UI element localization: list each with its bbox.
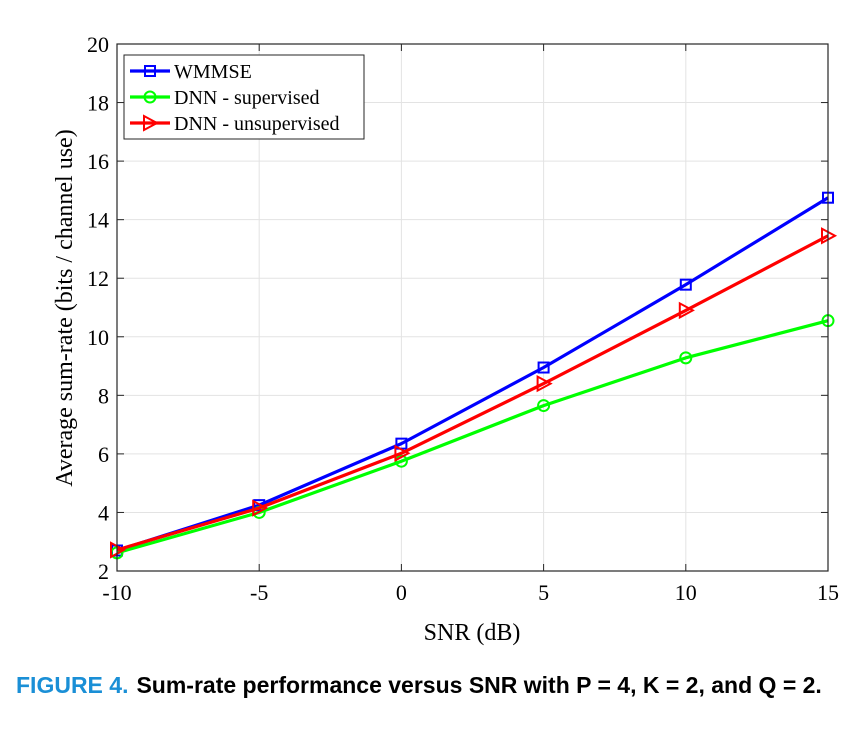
figure-label: FIGURE 4. [16,672,129,698]
series-line [116,319,829,555]
y-tick-label: 18 [87,91,109,116]
triangle-marker [394,444,411,462]
line-chart: -10 -5 0 5 10 15 2 4 6 8 10 12 14 16 18 20 SNR (dB) Ave… [52,32,839,646]
circle-marker [537,399,551,413]
square-marker [144,65,156,77]
y-tick-label: 6 [98,442,109,467]
legend-label: DNN - supervised [174,87,320,109]
x-tick-label: 15 [817,580,839,605]
triangle-marker [252,499,269,517]
circle-marker [143,90,157,104]
y-axis-label: Average sum-rate (bits / channel use) [52,129,78,486]
series-line [116,196,829,553]
figure-caption: FIGURE 4. Sum-rate performance versus SNR… [16,668,846,702]
y-tick-label: 12 [87,266,109,291]
y-tick-label: 2 [98,559,109,584]
x-tick-label: -5 [250,580,268,605]
square-marker [537,361,550,374]
y-tick-label: 10 [87,325,109,350]
y-tick-label: 14 [87,208,109,233]
legend-label: WMMSE [174,61,252,83]
x-tick-label: 5 [538,580,549,605]
triangle-marker [678,301,695,320]
x-tick-label: -10 [102,580,131,605]
circle-marker [679,351,693,365]
y-tick-label: 20 [87,32,109,57]
x-axis-label: SNR (dB) [424,620,521,646]
x-tick-label: 10 [675,580,697,605]
legend: WMMSE DNN - supervised DNN - unsupervised [123,54,365,140]
caption-text: Sum-rate performance versus SNR with P =… [136,672,822,698]
legend-label: DNN - unsupervised [174,113,340,135]
x-tick-label: 0 [396,580,407,605]
y-tick-label: 16 [87,149,109,174]
triangle-marker [536,374,553,393]
axis-ticks: -10 -5 0 5 10 15 2 4 6 8 10 12 14 16 18 20 [87,32,839,605]
series-line [116,234,829,552]
square-marker [679,278,692,291]
y-tick-label: 4 [98,500,109,525]
triangle-marker [143,114,160,132]
circle-marker [394,454,408,468]
plot-frame [116,43,829,572]
y-tick-label: 8 [98,383,109,408]
